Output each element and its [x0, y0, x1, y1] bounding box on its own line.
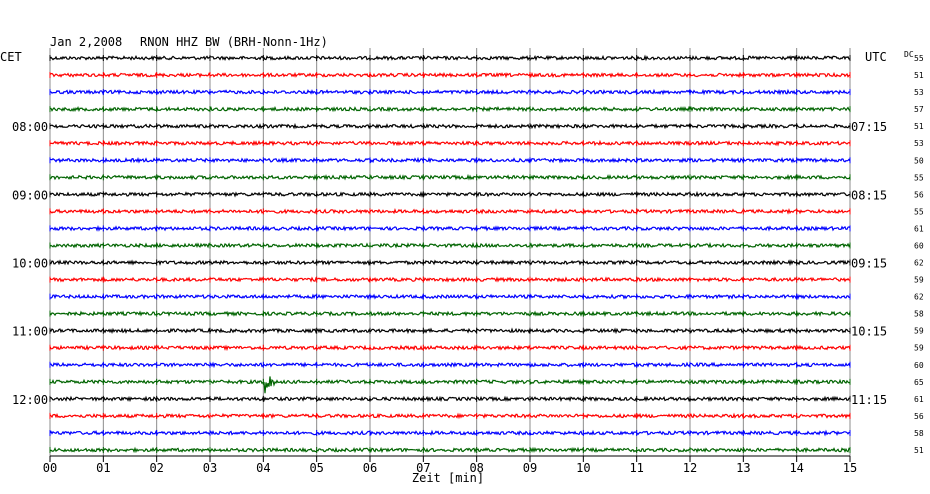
seismogram-trace [49, 376, 851, 394]
dc-value: 60 [914, 241, 924, 250]
seismogram-trace [49, 105, 851, 113]
seismogram-trace [49, 139, 851, 147]
dc-value: 51 [914, 71, 924, 80]
seismogram-trace [49, 327, 851, 335]
seismogram-trace [49, 293, 851, 301]
x-tick-label: 02 [149, 461, 163, 475]
seismogram-trace [49, 241, 851, 249]
dc-value: 55 [914, 173, 924, 182]
seismogram-trace [49, 412, 851, 420]
right-timezone-label: UTC [865, 50, 887, 64]
dc-value: 51 [914, 446, 924, 455]
dc-value: 59 [914, 276, 924, 285]
x-tick-label: 10 [576, 461, 590, 475]
x-tick-label: 04 [256, 461, 270, 475]
x-tick-label: 06 [363, 461, 377, 475]
dc-value: 53 [914, 139, 924, 148]
left-time-label: 10:00 [12, 257, 48, 271]
chart-labels: Jan 2,2008 RNON HHZ BW (BRH-Nonn-1Hz) CE… [0, 35, 924, 485]
dc-value: 59 [914, 344, 924, 353]
seismogram-trace [49, 310, 851, 318]
seismogram-trace [49, 429, 850, 437]
dc-value: 50 [914, 156, 924, 165]
left-time-label: 11:00 [12, 325, 48, 339]
seismogram-trace [49, 156, 851, 164]
dc-value: 61 [914, 395, 924, 404]
dc-value: 51 [914, 122, 924, 131]
seismogram-trace [49, 190, 851, 198]
dc-value: 56 [914, 190, 924, 199]
dc-value: 55 [914, 54, 924, 63]
x-tick-label: 12 [683, 461, 697, 475]
dc-label: DC [904, 50, 914, 59]
x-tick-label: 09 [523, 461, 537, 475]
right-time-label: 11:15 [851, 393, 887, 407]
x-tick-label: 11 [629, 461, 643, 475]
dc-value: 58 [914, 429, 924, 438]
x-tick-label: 00 [43, 461, 57, 475]
left-time-label: 12:00 [12, 393, 48, 407]
right-time-label: 08:15 [851, 188, 887, 202]
x-tick-label: 15 [843, 461, 857, 475]
dc-value: 65 [914, 378, 924, 387]
left-timezone-label: CET [0, 50, 22, 64]
seismogram-traces [49, 54, 851, 454]
left-time-label: 08:00 [12, 120, 48, 134]
seismogram-trace [49, 344, 851, 352]
header-station: RNON HHZ BW (BRH-Nonn-1Hz) [140, 35, 328, 49]
seismogram-trace [49, 122, 851, 130]
x-tick-label: 13 [736, 461, 750, 475]
seismogram-trace [49, 88, 851, 96]
grid-lines [49, 48, 851, 462]
seismogram-trace [49, 361, 851, 369]
right-time-label: 07:15 [851, 120, 887, 134]
x-tick-label: 03 [203, 461, 217, 475]
seismogram-trace [49, 224, 851, 232]
seismogram-trace [49, 259, 851, 267]
dc-value: 61 [914, 224, 924, 233]
dc-value: 62 [914, 293, 924, 302]
dc-value: 57 [914, 105, 924, 114]
right-time-label: 10:15 [851, 325, 887, 339]
seismogram-trace [49, 446, 851, 454]
seismogram-trace [49, 173, 851, 181]
dc-value: 53 [914, 88, 924, 97]
x-tick-label: 05 [309, 461, 323, 475]
x-tick-label: 07 [416, 461, 430, 475]
dc-value: 60 [914, 361, 924, 370]
dc-value: 62 [914, 259, 924, 268]
dc-value: 58 [914, 310, 924, 319]
right-time-label: 09:15 [851, 257, 887, 271]
seismogram-trace [49, 395, 851, 403]
seismogram-trace [49, 54, 851, 62]
seismogram-trace [49, 207, 851, 215]
x-tick-label: 08 [469, 461, 483, 475]
seismogram-trace [49, 276, 851, 283]
x-tick-label: 14 [789, 461, 803, 475]
x-tick-label: 01 [96, 461, 110, 475]
dc-value: 56 [914, 412, 924, 421]
header-date: Jan 2,2008 [50, 35, 122, 49]
seismogram-trace [49, 71, 851, 79]
x-axis-label: Zeit [min] [412, 471, 484, 485]
dc-value: 59 [914, 327, 924, 336]
dc-value: 55 [914, 207, 924, 216]
left-time-label: 09:00 [12, 188, 48, 202]
